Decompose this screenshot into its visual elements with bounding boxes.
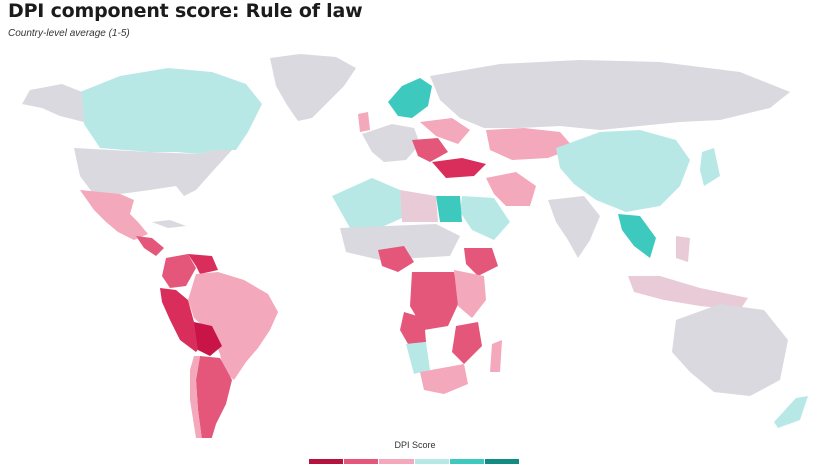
region-congo[interactable] bbox=[410, 272, 460, 330]
region-canada[interactable] bbox=[80, 68, 262, 154]
region-peru[interactable] bbox=[160, 288, 204, 352]
legend-color-scale bbox=[309, 459, 520, 464]
region-saudi[interactable] bbox=[460, 196, 510, 240]
region-usa[interactable] bbox=[74, 148, 232, 196]
region-egypt[interactable] bbox=[436, 196, 462, 222]
page-title: DPI component score: Rule of law bbox=[8, 0, 363, 22]
region-argentina[interactable] bbox=[196, 356, 232, 438]
region-italy-balkans[interactable] bbox=[412, 138, 448, 162]
region-east-africa[interactable] bbox=[454, 270, 486, 318]
world-map bbox=[22, 54, 808, 438]
legend-swatch-5 bbox=[449, 459, 484, 464]
region-greenland[interactable] bbox=[270, 54, 356, 121]
region-scandinavia[interactable] bbox=[388, 78, 432, 118]
legend-title: DPI Score bbox=[394, 440, 436, 450]
region-mexico[interactable] bbox=[80, 190, 148, 240]
region-nigeria[interactable] bbox=[378, 246, 414, 272]
region-new-zealand[interactable] bbox=[774, 396, 808, 428]
legend-swatch-2 bbox=[344, 459, 379, 464]
region-chile[interactable] bbox=[190, 356, 202, 438]
region-alaska[interactable] bbox=[22, 84, 84, 122]
region-sahel[interactable] bbox=[340, 224, 460, 260]
page-subtitle: Country-level average (1-5) bbox=[8, 28, 130, 39]
region-madagascar[interactable] bbox=[490, 340, 502, 372]
region-venezuela[interactable] bbox=[188, 254, 218, 274]
region-philippines[interactable] bbox=[676, 236, 690, 262]
region-china[interactable] bbox=[556, 130, 690, 212]
region-colombia[interactable] bbox=[162, 254, 196, 288]
region-indonesia[interactable] bbox=[628, 276, 748, 310]
region-west-europe[interactable] bbox=[362, 124, 420, 162]
region-uk[interactable] bbox=[358, 112, 370, 132]
region-kazakhstan[interactable] bbox=[486, 128, 574, 160]
legend-swatch-1 bbox=[309, 459, 344, 464]
region-australia[interactable] bbox=[672, 304, 788, 396]
region-south-africa[interactable] bbox=[420, 364, 468, 394]
legend-swatch-3 bbox=[379, 459, 414, 464]
region-japan[interactable] bbox=[700, 148, 720, 186]
region-ethiopia[interactable] bbox=[464, 248, 498, 276]
region-russia[interactable] bbox=[430, 60, 790, 130]
legend-swatch-6 bbox=[484, 459, 520, 464]
region-turkey[interactable] bbox=[432, 158, 486, 178]
region-namibia[interactable] bbox=[406, 342, 430, 374]
legend-swatch-4 bbox=[414, 459, 449, 464]
region-cuba[interactable] bbox=[152, 220, 186, 228]
region-india[interactable] bbox=[548, 196, 600, 258]
region-angola[interactable] bbox=[400, 312, 426, 344]
region-bolivia[interactable] bbox=[194, 322, 222, 356]
region-se-asia[interactable] bbox=[618, 214, 656, 258]
region-central-america[interactable] bbox=[136, 236, 164, 256]
region-brazil[interactable] bbox=[188, 272, 278, 380]
region-north-africa-west[interactable] bbox=[332, 178, 402, 228]
region-eastern-europe[interactable] bbox=[420, 118, 470, 144]
region-libya[interactable] bbox=[400, 190, 438, 222]
region-mozambique[interactable] bbox=[452, 322, 482, 364]
region-iran[interactable] bbox=[486, 172, 536, 206]
